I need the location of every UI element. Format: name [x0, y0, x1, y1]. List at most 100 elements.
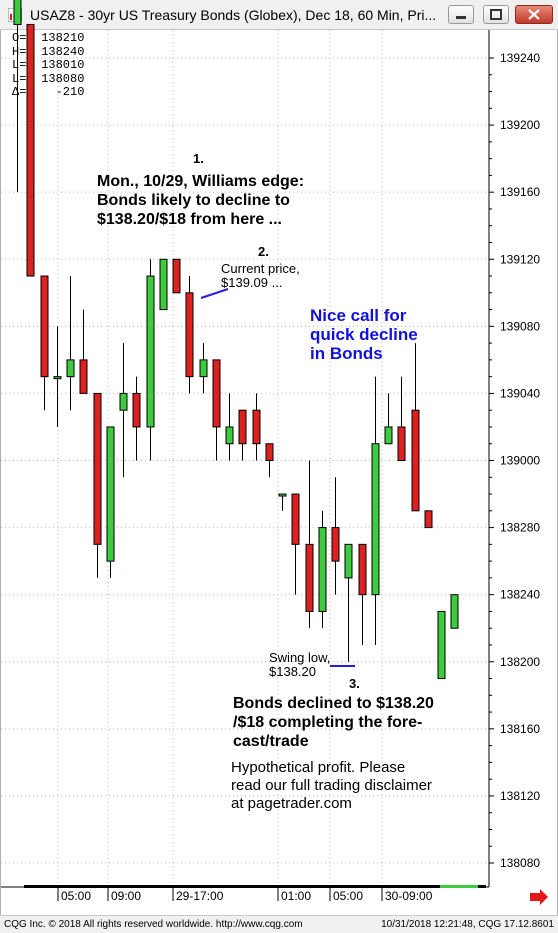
ohlc-row-open: O= 138210	[12, 31, 85, 45]
y-tick-label: 139080	[500, 319, 540, 333]
marker-1: 1.	[193, 151, 204, 166]
ohlc-row-high: H= 138240	[12, 44, 85, 59]
candle-up	[384, 426, 393, 445]
y-tick-label: 139040	[500, 386, 540, 400]
candle-down	[424, 510, 433, 529]
x-tick-label: 05:00	[333, 889, 363, 903]
nice-call-line-1: Nice call for	[310, 306, 407, 325]
y-tick-label: 138160	[500, 722, 540, 736]
close-button[interactable]	[515, 5, 553, 24]
y-tick-label: 139000	[500, 454, 540, 468]
y-tick-label: 138200	[500, 655, 540, 669]
scroll-right-arrow-icon	[530, 889, 548, 905]
y-tick-label: 138120	[500, 789, 540, 803]
candle-down	[265, 443, 274, 461]
candle-up	[159, 258, 168, 311]
candle-up	[146, 275, 155, 428]
y-tick-label: 138240	[500, 588, 540, 602]
candle-down	[291, 493, 300, 545]
close-icon	[528, 9, 540, 20]
disclaimer-line-1: Hypothetical profit. Please	[231, 759, 406, 776]
candle-up	[437, 610, 446, 680]
ohlc-row-last: L= 138080	[12, 71, 85, 86]
forecast-line-2: Bonds likely to decline to	[97, 192, 290, 209]
current-price-annotation: Current price, $139.09 ...	[221, 262, 300, 290]
candle-up	[53, 376, 62, 380]
candle-down	[331, 527, 340, 562]
candle-up	[225, 426, 234, 445]
ohlc-readout: O= 138210 H= 138240 L= 138010 L= 138080 Δ= -2…	[12, 31, 85, 100]
disclaimer-line-3: at pagetrader.com	[231, 795, 352, 812]
marker-2: 2.	[258, 244, 269, 259]
candle-up	[318, 527, 327, 612]
ohlc-row-change: Δ= -210	[12, 85, 85, 99]
x-tick-label: 09:00	[111, 889, 141, 903]
candle-down	[397, 426, 406, 462]
maximize-button[interactable]	[483, 5, 509, 24]
x-tick-label: 01:00	[281, 889, 311, 903]
candle-up	[450, 594, 459, 629]
candle-up	[66, 359, 75, 378]
candle-down	[93, 392, 102, 545]
candle-up	[278, 493, 287, 497]
copyright-text: CQG Inc. © 2018 All rights reserved worl…	[4, 919, 303, 930]
result-line-2: /$18 completing the fore-	[233, 714, 423, 731]
candle-down	[411, 409, 420, 512]
candle-down	[252, 409, 261, 445]
y-tick-label: 139120	[500, 252, 540, 266]
y-tick-label: 139200	[500, 118, 540, 132]
candle-up	[344, 543, 353, 579]
y-tick-label: 139160	[500, 185, 540, 199]
candle-up	[119, 392, 128, 411]
current-price-pointer-line	[200, 288, 229, 299]
x-tick-label: 29-17:00	[176, 889, 224, 903]
disclaimer-line-2: read our full trading disclaimer	[231, 777, 432, 794]
candle-down	[79, 359, 88, 394]
candle-down	[172, 258, 181, 294]
candle-up	[106, 426, 115, 562]
nice-call-line-2: quick decline	[310, 325, 418, 344]
candle-up	[371, 443, 380, 596]
nice-call-line-3: in Bonds	[310, 344, 383, 363]
ohlc-row-low: L= 138010	[12, 58, 85, 72]
minimize-button[interactable]	[448, 5, 474, 24]
minimize-icon	[456, 16, 466, 19]
result-line-1: Bonds declined to $138.20	[233, 695, 434, 712]
candle-down	[185, 292, 194, 378]
candle-down	[238, 409, 247, 445]
time-scroll-track	[24, 885, 486, 888]
forecast-line-1: Mon., 10/29, Williams edge:	[97, 173, 305, 190]
swing-low-line-1: Swing low,	[269, 650, 331, 665]
disclaimer-annotation: Hypothetical profit. Please read our ful…	[231, 759, 432, 813]
forecast-annotation: Mon., 10/29, Williams edge: Bonds likely…	[97, 172, 304, 229]
current-price-line-2: $139.09 ...	[221, 275, 283, 290]
x-tick-label: 05:00	[61, 889, 91, 903]
swing-low-annotation: Swing low, $138.20	[269, 651, 330, 679]
swing-low-line-2: $138.20	[269, 664, 316, 679]
result-annotation: Bonds declined to $138.20 /$18 completin…	[233, 694, 434, 751]
current-price-line-1: Current price,	[221, 261, 300, 276]
candle-up	[13, 0, 22, 25]
maximize-icon	[490, 9, 502, 20]
candle-down	[40, 275, 49, 378]
result-line-3: cast/trade	[233, 733, 309, 750]
status-bar: CQG Inc. © 2018 All rights reserved worl…	[0, 915, 558, 933]
candle-down	[305, 543, 314, 612]
candle-down	[132, 392, 141, 428]
marker-3: 3.	[349, 676, 360, 691]
candle-down	[26, 23, 35, 277]
y-tick-label: 138080	[500, 856, 540, 870]
timestamp-text: 10/31/2018 12:21:48, CQG 17.12.8601	[381, 919, 554, 930]
title-bar: USAZ8 - 30yr US Treasury Bonds (Globex),…	[0, 0, 558, 30]
time-scroll-thumb	[440, 885, 478, 888]
candle-up	[199, 359, 208, 378]
nice-call-annotation: Nice call for quick decline in Bonds	[310, 306, 418, 363]
window-title: USAZ8 - 30yr US Treasury Bonds (Globex),…	[30, 7, 437, 23]
candle-down	[358, 543, 367, 596]
candle-down	[212, 359, 221, 428]
y-tick-label: 139240	[500, 51, 540, 65]
forecast-line-3: $138.20/$18 from here ...	[97, 211, 282, 228]
x-tick-label: 30-09:00	[385, 889, 433, 903]
y-tick-label: 138280	[500, 521, 540, 535]
